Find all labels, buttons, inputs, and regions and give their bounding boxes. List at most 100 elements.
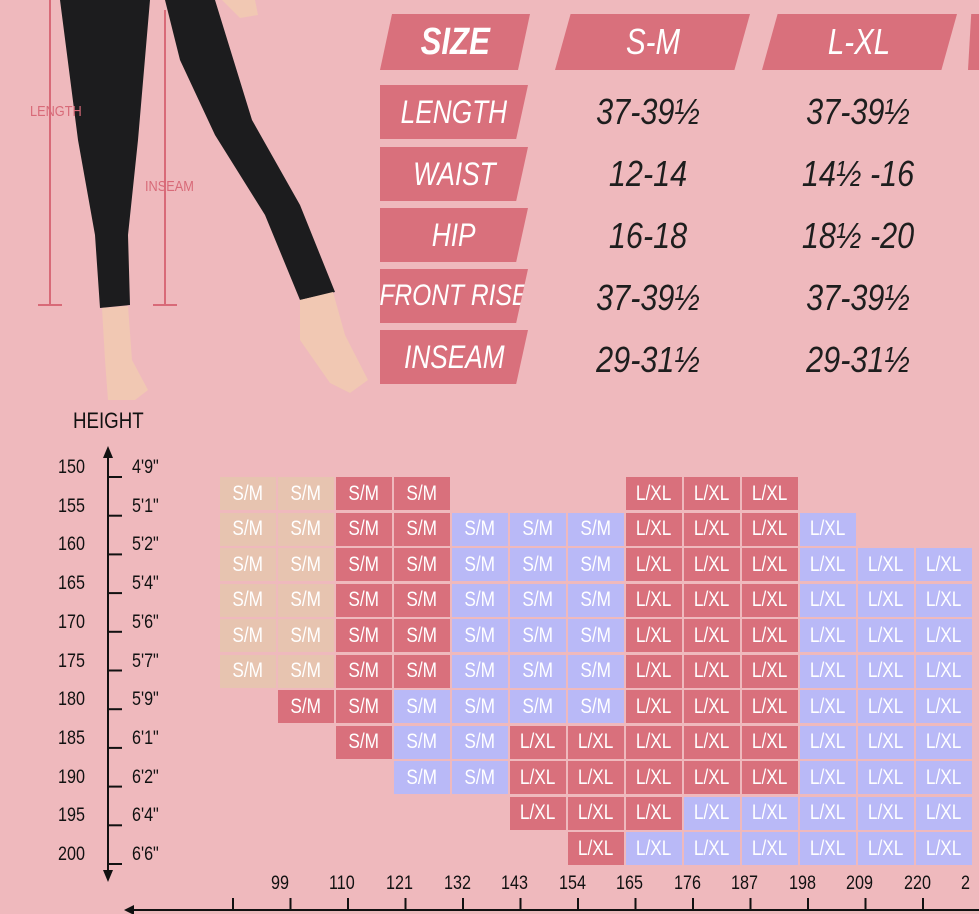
weight-label: 121	[386, 873, 413, 894]
size-cell-sm: S/M	[394, 725, 450, 759]
size-cell-sm: S/M	[220, 619, 276, 652]
size-cell-lxl: L/XL	[684, 654, 740, 688]
size-cell-sm: S/M	[452, 512, 508, 546]
size-cell-lxl: L/XL	[800, 690, 856, 723]
size-cell-lxl: L/XL	[684, 512, 740, 546]
size-cell-lxl: L/XL	[684, 761, 740, 794]
size-cell-sm: S/M	[510, 583, 566, 617]
size-cell-lxl: L/XL	[858, 619, 914, 652]
size-cell-lxl: L/XL	[858, 725, 914, 759]
size-cell-sm: S/M	[510, 512, 566, 546]
size-cell-sm: S/M	[510, 619, 566, 652]
size-cell-lxl: L/XL	[684, 477, 740, 510]
height-ft-label: 5'2"	[132, 534, 159, 556]
height-cm-label: 160	[58, 534, 85, 556]
size-cell-sm: S/M	[220, 583, 276, 617]
column-header-lxl: L-XL	[762, 14, 957, 70]
size-cell-lxl: L/XL	[626, 477, 682, 510]
size-cell-lxl: L/XL	[626, 796, 682, 830]
weight-label: 165	[616, 873, 643, 894]
size-cell-sm: S/M	[278, 654, 334, 688]
size-cell-lxl: L/XL	[742, 619, 798, 652]
size-cell-lxl: L/XL	[858, 583, 914, 617]
size-cell-lxl: L/XL	[800, 832, 856, 865]
size-cell-sm: S/M	[568, 654, 624, 688]
height-ft-label: 6'2"	[132, 766, 159, 788]
height-ft-label: 6'6"	[132, 844, 159, 865]
size-cell-lxl: L/XL	[742, 725, 798, 759]
weight-label: 187	[731, 873, 758, 894]
value-waist-sm: 12-14	[608, 153, 688, 194]
size-cell-lxl: L/XL	[916, 548, 972, 581]
weight-label: 110	[328, 873, 355, 894]
size-cell-lxl: L/XL	[626, 832, 682, 865]
size-cell-sm: S/M	[452, 690, 508, 723]
size-cell-sm: S/M	[278, 619, 334, 652]
size-cell-sm: S/M	[394, 548, 450, 581]
size-cell-lxl: L/XL	[742, 548, 798, 581]
inseam-label: INSEAM	[145, 178, 194, 195]
weight-label: 154	[558, 873, 586, 894]
size-header-tag: SIZE	[380, 14, 530, 70]
size-cell-lxl: L/XL	[626, 690, 682, 723]
size-cell-lxl: L/XL	[684, 690, 740, 723]
size-cell-lxl: L/XL	[684, 832, 740, 865]
size-cell-sm: S/M	[394, 619, 450, 652]
size-cell-lxl: L/XL	[858, 654, 914, 688]
size-cell-lxl: L/XL	[742, 832, 798, 865]
size-cell-sm: S/M	[336, 654, 392, 688]
size-cell-sm: S/M	[336, 548, 392, 581]
size-cell-sm: S/M	[394, 761, 450, 794]
height-cm-label: 150	[58, 457, 85, 478]
size-cell-lxl: L/XL	[858, 690, 914, 723]
height-ft-label: 6'4"	[132, 805, 159, 827]
size-cell-lxl: L/XL	[916, 690, 972, 723]
size-cell-sm: S/M	[394, 477, 450, 510]
value-front-rise-sm: 37-39½	[596, 277, 700, 318]
size-cell-lxl: L/XL	[858, 832, 914, 865]
size-cell-lxl: L/XL	[684, 619, 740, 652]
size-cell-lxl: L/XL	[684, 548, 740, 581]
left-foot-shape	[102, 306, 148, 400]
row-label-length: LENGTH	[380, 85, 528, 139]
value-hip-lxl: 18½ -20	[801, 215, 915, 256]
column-header-sm: S-M	[555, 14, 750, 70]
height-cm-label: 175	[58, 650, 85, 672]
hand-shape	[222, 0, 258, 18]
size-cell-sm: S/M	[510, 690, 566, 723]
size-cell-sm: S/M	[394, 690, 450, 723]
size-cell-sm: S/M	[278, 512, 334, 546]
height-axis-title: HEIGHT	[73, 408, 144, 433]
height-cm-label: 200	[58, 844, 85, 865]
chart-axes	[103, 446, 979, 914]
size-cell-lxl: L/XL	[916, 583, 972, 617]
weight-label: 143	[501, 873, 528, 894]
row-label-waist: WAIST	[380, 147, 528, 201]
row-label-front-rise: FRONT RISE	[380, 269, 528, 323]
size-cell-lxl: L/XL	[916, 796, 972, 830]
height-ft-label: 4'9"	[132, 457, 159, 478]
size-cell-sm: S/M	[510, 654, 566, 688]
size-cell-lxl: L/XL	[626, 725, 682, 759]
size-cell-lxl: L/XL	[568, 832, 624, 865]
size-cell-sm: S/M	[452, 583, 508, 617]
height-cm-label: 170	[58, 611, 85, 633]
size-cell-sm: S/M	[394, 654, 450, 688]
size-cell-lxl: L/XL	[684, 583, 740, 617]
size-cell-lxl: L/XL	[916, 761, 972, 794]
row-label-inseam: INSEAM	[380, 330, 528, 384]
size-cell-lxl: L/XL	[568, 725, 624, 759]
height-cm-label: 185	[58, 727, 85, 749]
size-cell-sm: S/M	[568, 583, 624, 617]
size-cell-lxl: L/XL	[626, 619, 682, 652]
size-cell-sm: S/M	[336, 725, 392, 759]
height-ft-label: 5'7"	[132, 650, 159, 672]
size-cell-lxl: L/XL	[510, 761, 566, 794]
size-cell-sm: S/M	[220, 654, 276, 688]
size-cell-sm: S/M	[568, 512, 624, 546]
weight-ticks	[232, 898, 924, 910]
size-cell-lxl: L/XL	[800, 512, 856, 546]
size-cell-lxl: L/XL	[800, 583, 856, 617]
right-leg-shape	[165, 0, 335, 300]
weight-label: 2	[961, 873, 970, 894]
